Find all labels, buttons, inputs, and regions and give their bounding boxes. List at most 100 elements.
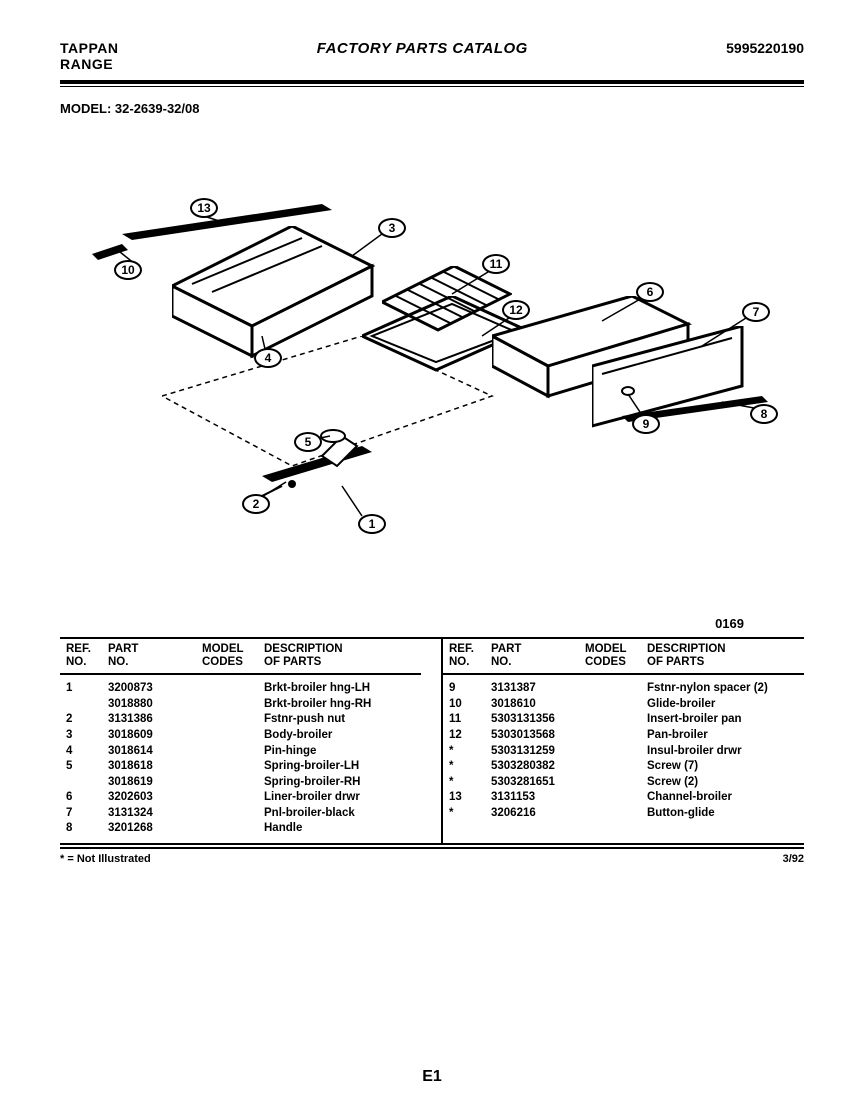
cell-part: 3018614 — [108, 744, 198, 760]
callout-8: 8 — [750, 404, 778, 424]
cell-ref: 6 — [66, 790, 104, 806]
header: TAPPAN RANGE FACTORY PARTS CATALOG 59952… — [60, 40, 804, 72]
table-row: 73131324Pnl-broiler-black — [66, 806, 415, 822]
callout-4: 4 — [254, 348, 282, 368]
cell-part: 5303281651 — [491, 775, 581, 791]
table-row: 93131387 Fstnr-nylon spacer (2) — [449, 681, 798, 697]
brand-name: TAPPAN — [60, 40, 118, 56]
table-row: 125303013568 Pan-broiler — [449, 728, 798, 744]
table-header: REF.NO. PARTNO. MODELCODES DESCRIPTIONOF… — [60, 639, 421, 675]
model-number: 32-2639-32/08 — [115, 101, 200, 116]
cell-part: 3131387 — [491, 681, 581, 697]
cell-model — [585, 712, 643, 728]
cell-part: 5303280382 — [491, 759, 581, 775]
rule-thick — [60, 80, 804, 84]
th-desc: DESCRIPTIONOF PARTS — [264, 643, 415, 669]
rule-thin — [60, 86, 804, 87]
cell-desc: Brkt-broiler hng-RH — [264, 697, 415, 713]
callout-5: 5 — [294, 432, 322, 452]
cell-model — [202, 821, 260, 837]
footer-date: 3/92 — [783, 853, 804, 865]
cell-model — [585, 681, 643, 697]
brand-block: TAPPAN RANGE — [60, 40, 118, 72]
cell-part: 3201268 — [108, 821, 198, 837]
cell-ref: * — [449, 775, 487, 791]
parts-table: REF.NO. PARTNO. MODELCODES DESCRIPTIONOF… — [60, 637, 804, 845]
page-number: E1 — [0, 1068, 864, 1086]
cell-part: 3018618 — [108, 759, 198, 775]
exploded-diagram: 13103116127452198 — [62, 126, 802, 606]
cell-desc: Pnl-broiler-black — [264, 806, 415, 822]
cell-desc: Brkt-broiler hng-LH — [264, 681, 415, 697]
footer-note: * = Not Illustrated — [60, 853, 151, 865]
footer: * = Not Illustrated 3/92 — [60, 847, 804, 865]
cell-ref — [66, 697, 104, 713]
cell-desc: Channel-broiler — [647, 790, 798, 806]
th-part: PARTNO. — [491, 643, 581, 669]
cell-model — [202, 790, 260, 806]
cell-model — [202, 712, 260, 728]
table-row: 115303131356 Insert-broiler pan — [449, 712, 798, 728]
table-row: 33018609Body-broiler — [66, 728, 415, 744]
document-number: 5995220190 — [726, 40, 804, 56]
cell-part: 3131386 — [108, 712, 198, 728]
callout-13: 13 — [190, 198, 218, 218]
cell-ref: * — [449, 759, 487, 775]
cell-model — [202, 697, 260, 713]
cell-part: 3206216 — [491, 806, 581, 822]
callout-9: 9 — [632, 414, 660, 434]
cell-ref: 4 — [66, 744, 104, 760]
cell-model — [202, 775, 260, 791]
cell-part: 5303013568 — [491, 728, 581, 744]
cell-part: 3131153 — [491, 790, 581, 806]
table-left-column: REF.NO. PARTNO. MODELCODES DESCRIPTIONOF… — [60, 639, 421, 843]
model-label: MODEL: — [60, 101, 111, 116]
cell-desc: Insert-broiler pan — [647, 712, 798, 728]
table-header: REF.NO. PARTNO. MODELCODES DESCRIPTIONOF… — [443, 639, 804, 675]
table-row: 133131153 Channel-broiler — [449, 790, 798, 806]
cell-part: 3018880 — [108, 697, 198, 713]
table-row: 53018618Spring-broiler-LH — [66, 759, 415, 775]
cell-ref: 3 — [66, 728, 104, 744]
cell-model — [585, 806, 643, 822]
th-model: MODELCODES — [202, 643, 260, 669]
th-ref: REF.NO. — [449, 643, 487, 669]
cell-part: 3200873 — [108, 681, 198, 697]
table-row: 13200873Brkt-broiler hng-LH — [66, 681, 415, 697]
cell-model — [202, 759, 260, 775]
cell-desc: Spring-broiler-RH — [264, 775, 415, 791]
cell-ref: 2 — [66, 712, 104, 728]
cell-ref: * — [449, 744, 487, 760]
cell-ref: 12 — [449, 728, 487, 744]
cell-desc: Fstnr-push nut — [264, 712, 415, 728]
catalog-title: FACTORY PARTS CATALOG — [118, 40, 726, 57]
table-right-column: REF.NO. PARTNO. MODELCODES DESCRIPTIONOF… — [441, 639, 804, 843]
table-row: *5303131259Insul-broiler drwr — [449, 744, 798, 760]
cell-ref: 9 — [449, 681, 487, 697]
table-row: 83201268Handle — [66, 821, 415, 837]
cell-part: 3018619 — [108, 775, 198, 791]
cell-model — [585, 790, 643, 806]
table-row: *5303280382Screw (7) — [449, 759, 798, 775]
cell-part: 5303131259 — [491, 744, 581, 760]
page: TAPPAN RANGE FACTORY PARTS CATALOG 59952… — [0, 0, 864, 1098]
cell-desc: Screw (2) — [647, 775, 798, 791]
cell-desc: Button-glide — [647, 806, 798, 822]
cell-part: 5303131356 — [491, 712, 581, 728]
diagram-code: 0169 — [60, 616, 744, 631]
cell-desc: Spring-broiler-LH — [264, 759, 415, 775]
table-row: 103018610Glide-broiler — [449, 697, 798, 713]
cell-ref: 11 — [449, 712, 487, 728]
cell-model — [202, 728, 260, 744]
cell-ref: 13 — [449, 790, 487, 806]
cell-desc: Pan-broiler — [647, 728, 798, 744]
table-row: 43018614Pin-hinge — [66, 744, 415, 760]
callout-3: 3 — [378, 218, 406, 238]
cell-model — [585, 697, 643, 713]
cell-desc: Glide-broiler — [647, 697, 798, 713]
table-row: *5303281651 Screw (2) — [449, 775, 798, 791]
leader-lines — [62, 126, 802, 606]
cell-model — [202, 681, 260, 697]
th-part: PARTNO. — [108, 643, 198, 669]
cell-desc: Fstnr-nylon spacer (2) — [647, 681, 798, 697]
